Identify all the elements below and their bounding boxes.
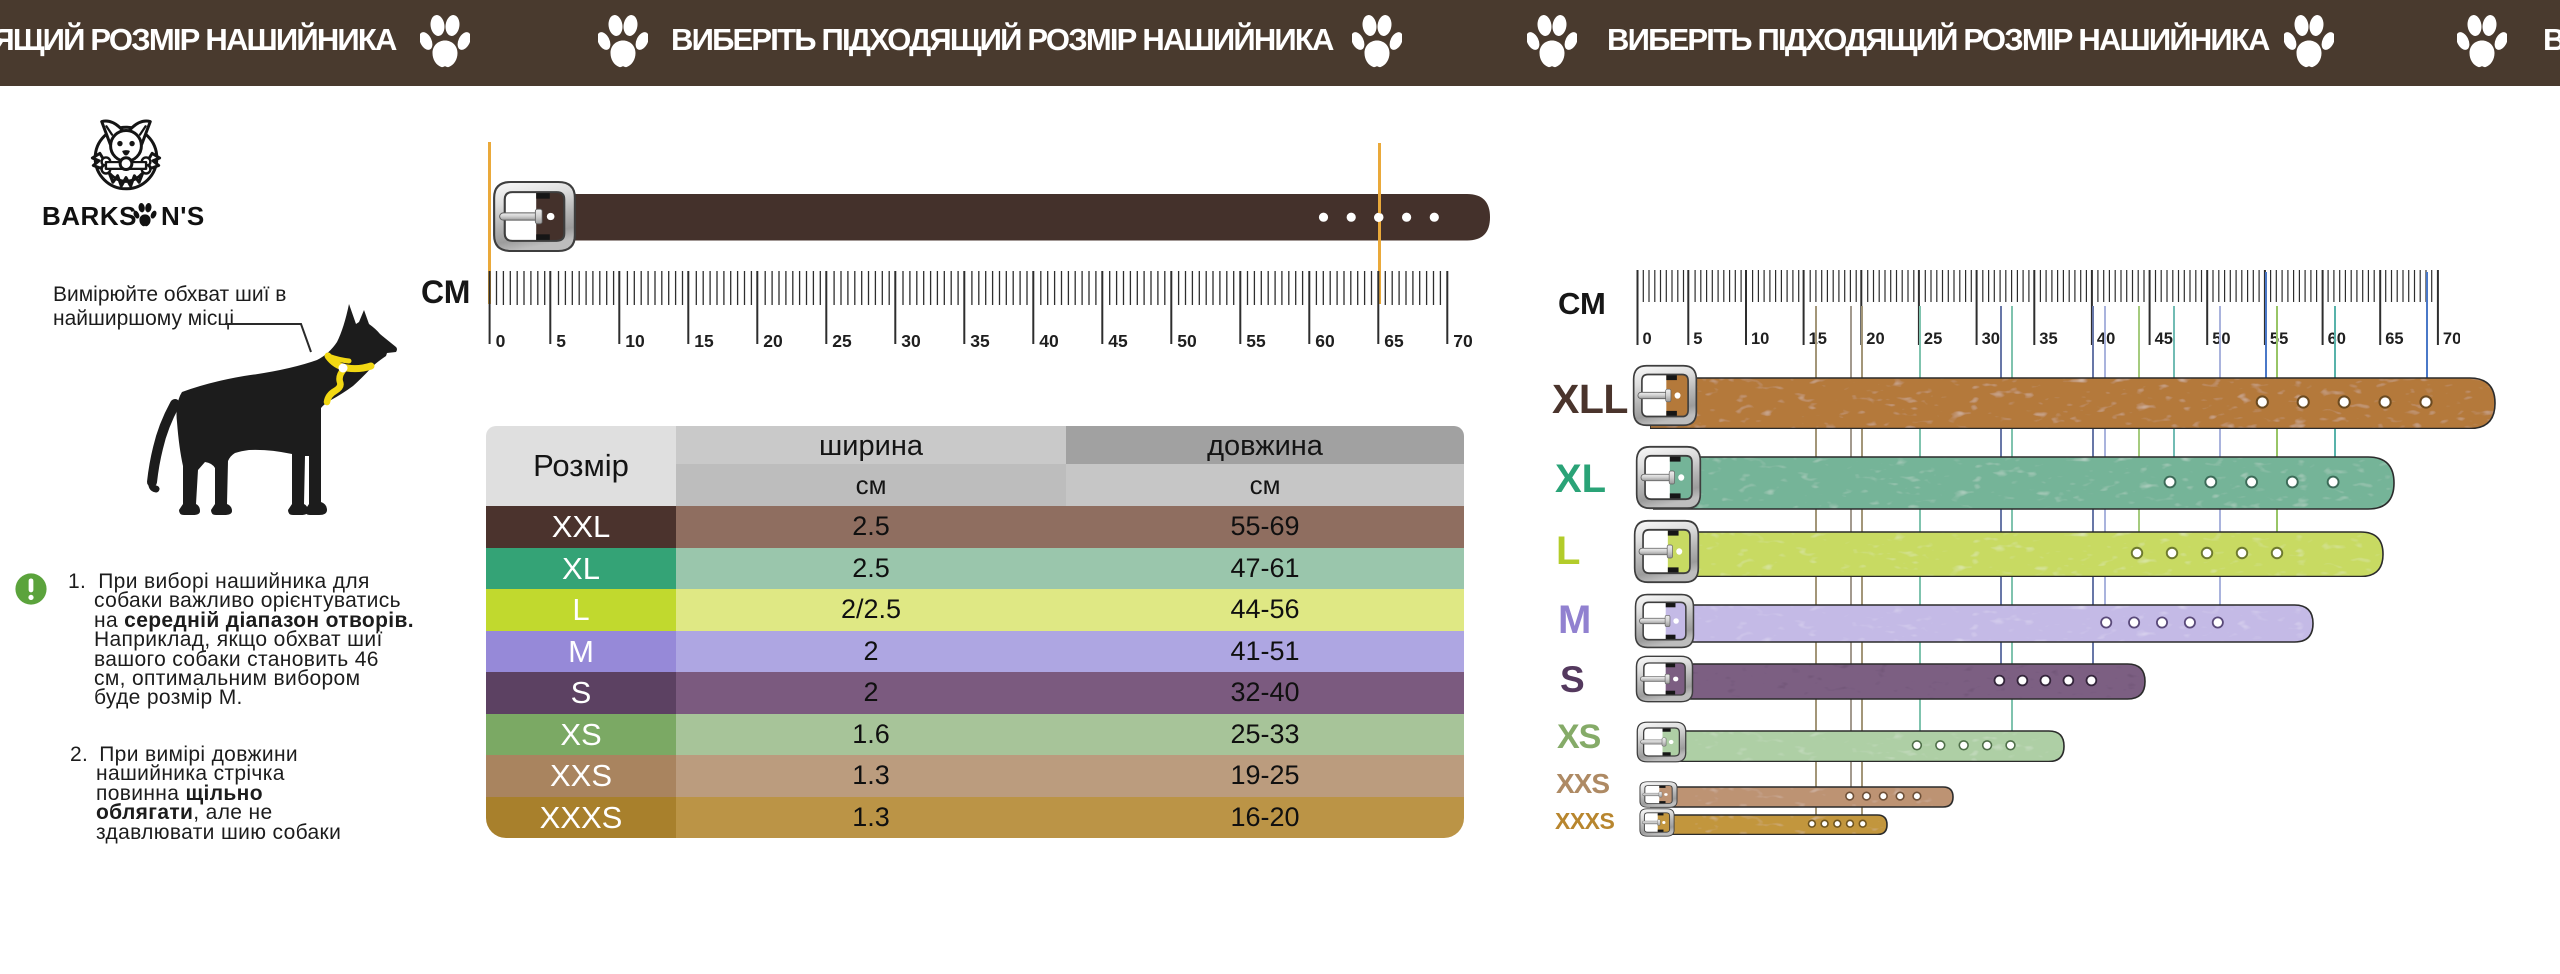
svg-text:10: 10 — [1751, 330, 1769, 348]
svg-text:35: 35 — [2039, 330, 2057, 348]
svg-text:5: 5 — [1693, 330, 1702, 348]
svg-text:30: 30 — [1982, 330, 2000, 348]
svg-text:25: 25 — [1924, 330, 1942, 348]
svg-text:60: 60 — [1315, 331, 1335, 351]
svg-text:70: 70 — [2443, 330, 2460, 348]
svg-text:5: 5 — [556, 331, 566, 351]
svg-text:10: 10 — [625, 331, 645, 351]
svg-text:15: 15 — [694, 331, 714, 351]
svg-text:70: 70 — [1453, 331, 1473, 351]
svg-text:25: 25 — [832, 331, 852, 351]
svg-text:20: 20 — [1866, 330, 1884, 348]
svg-text:55: 55 — [2270, 330, 2288, 348]
svg-text:50: 50 — [2212, 330, 2230, 348]
svg-text:40: 40 — [2097, 330, 2115, 348]
svg-text:55: 55 — [1246, 331, 1266, 351]
svg-text:45: 45 — [1108, 331, 1128, 351]
svg-text:50: 50 — [1177, 331, 1197, 351]
svg-text:0: 0 — [496, 331, 506, 351]
svg-text:35: 35 — [970, 331, 990, 351]
svg-text:40: 40 — [1039, 331, 1059, 351]
svg-text:65: 65 — [1384, 331, 1404, 351]
svg-text:0: 0 — [1643, 330, 1652, 348]
svg-text:30: 30 — [901, 331, 921, 351]
svg-text:60: 60 — [2328, 330, 2346, 348]
svg-text:65: 65 — [2385, 330, 2403, 348]
svg-text:45: 45 — [2155, 330, 2173, 348]
svg-text:15: 15 — [1809, 330, 1827, 348]
svg-text:20: 20 — [763, 331, 783, 351]
